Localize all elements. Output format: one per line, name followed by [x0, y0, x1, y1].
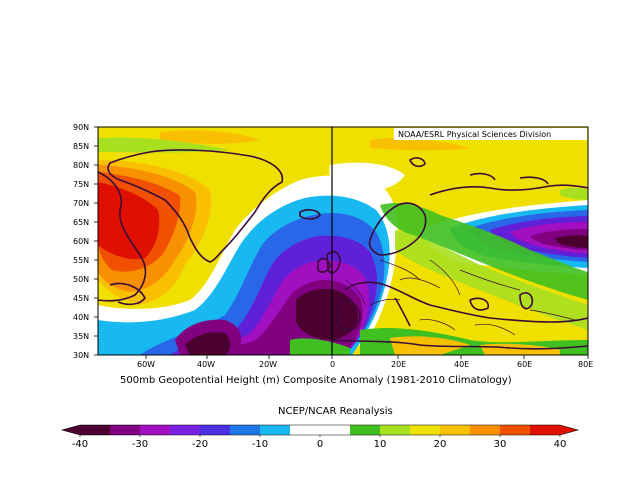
colorbar-label: 40 [554, 439, 567, 450]
lat-label-70N: 70N [73, 199, 89, 208]
colorbar-segment [230, 425, 261, 435]
lat-label-75N: 75N [73, 180, 89, 189]
colorbar-label: -30 [132, 439, 148, 450]
credit-box: NOAA/ESRL Physical Sciences Division [394, 128, 587, 140]
colorbar-label: 0 [317, 439, 323, 450]
lat-label-45N: 45N [73, 294, 89, 303]
colorbar-max-arrow [560, 425, 578, 435]
lon-label-20W: 20W [259, 360, 277, 369]
lat-label-85N: 85N [73, 142, 89, 151]
colorbar-segment [470, 425, 501, 435]
colorbar-segment [200, 425, 231, 435]
longitude-axis: 60W 40W 20W 0 20E 40E 60E 80E [137, 360, 593, 369]
colorbar-segment [260, 425, 291, 435]
colorbar-label: 20 [434, 439, 447, 450]
colorbar-segment [110, 425, 141, 435]
colorbar-segment [530, 425, 561, 435]
colorbar-segment [320, 425, 351, 435]
lat-label-55N: 55N [73, 256, 89, 265]
anomaly-field [98, 127, 588, 355]
colorbar-label: -40 [72, 439, 88, 450]
lat-label-35N: 35N [73, 332, 89, 341]
lat-label-65N: 65N [73, 218, 89, 227]
colorbar-label: -20 [192, 439, 208, 450]
lon-label-80E: 80E [578, 360, 593, 369]
lat-label-30N: 30N [73, 351, 89, 360]
colorbar-segment [350, 425, 381, 435]
colorbar: -40 -30 -20 -10 0 10 20 30 40 [60, 424, 580, 450]
credit-text: NOAA/ESRL Physical Sciences Division [398, 130, 551, 139]
lon-label-60W: 60W [137, 360, 155, 369]
colorbar-segment [140, 425, 171, 435]
latitude-axis: 90N 85N 80N 75N 70N 65N 60N 55N 50N 45N … [73, 123, 89, 360]
lat-label-50N: 50N [73, 275, 89, 284]
lat-label-80N: 80N [73, 161, 89, 170]
lat-label-40N: 40N [73, 313, 89, 322]
colorbar-segment [380, 425, 411, 435]
colorbar-segment [440, 425, 471, 435]
lon-label-40W: 40W [197, 360, 215, 369]
lat-label-90N: 90N [73, 123, 89, 132]
colorbar-segment [500, 425, 531, 435]
colorbar-segment [170, 425, 201, 435]
source-label: NCEP/NCAR Reanalysis [278, 406, 393, 417]
colorbar-segment [80, 425, 111, 435]
lon-label-20E: 20E [391, 360, 406, 369]
lon-label-60E: 60E [517, 360, 532, 369]
colorbar-label: 10 [374, 439, 387, 450]
colorbar-min-arrow [62, 425, 80, 435]
colorbar-label: -10 [252, 439, 268, 450]
colorbar-segment [410, 425, 441, 435]
map-caption: 500mb Geopotential Height (m) Composite … [120, 375, 512, 386]
lat-label-60N: 60N [73, 237, 89, 246]
colorbar-label: 30 [494, 439, 507, 450]
lon-label-0: 0 [330, 360, 335, 369]
colorbar-segment [290, 425, 321, 435]
lon-label-40E: 40E [454, 360, 469, 369]
